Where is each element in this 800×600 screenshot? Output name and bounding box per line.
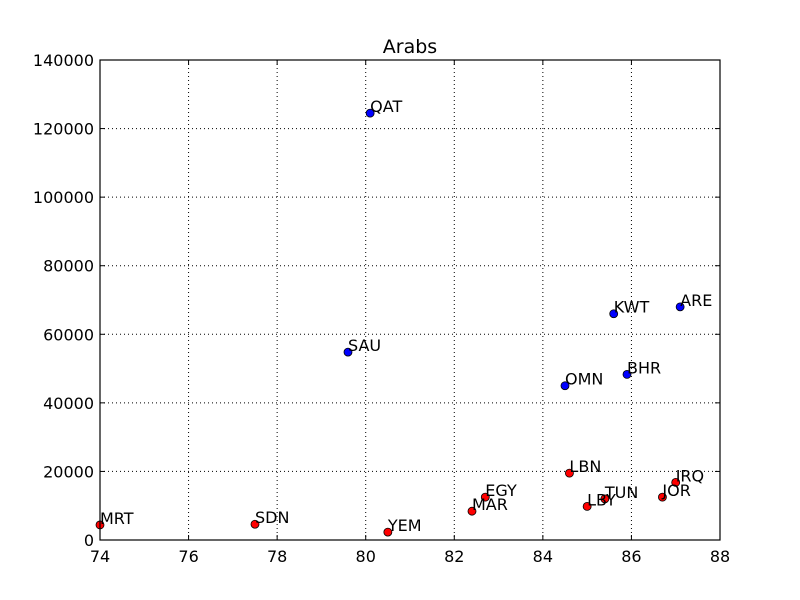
x-tick-label: 74 — [90, 547, 110, 566]
x-tick-label: 82 — [444, 547, 464, 566]
y-tick-label: 60000 — [43, 325, 94, 344]
data-point-yem — [383, 527, 393, 537]
data-point-mar — [467, 506, 477, 516]
point-label-lby: LBY — [587, 490, 616, 509]
data-point-irq — [671, 477, 681, 487]
point-label-tun: TUN — [604, 483, 638, 502]
point-label-bhr: BHR — [627, 358, 661, 377]
point-label-mar: MAR — [472, 495, 508, 514]
x-tick-label: 80 — [356, 547, 376, 566]
grid — [99, 59, 721, 541]
y-tick-label: 100000 — [33, 188, 94, 207]
data-point-tun — [600, 494, 610, 504]
y-tick-label: 20000 — [43, 462, 94, 481]
x-tick-label: 88 — [710, 547, 730, 566]
point-label-omn: OMN — [565, 370, 603, 389]
x-tick-label: 84 — [533, 547, 553, 566]
point-label-kwt: KWT — [614, 298, 650, 317]
data-point-omn — [560, 381, 570, 391]
data-point-sdn — [250, 519, 260, 529]
data-point-jor — [658, 492, 667, 502]
x-tick-label: 78 — [267, 547, 287, 566]
data-point-qat — [365, 108, 375, 118]
point-label-mrt: MRT — [100, 509, 134, 528]
point-label-irq: IRQ — [676, 466, 704, 485]
data-point-lby — [582, 501, 592, 511]
y-tick-label: 40000 — [43, 394, 94, 413]
y-tick-label: 0 — [84, 531, 94, 550]
point-label-egy: EGY — [485, 481, 517, 500]
point-label-jor: JOR — [661, 481, 690, 500]
point-label-sdn: SDN — [255, 508, 289, 527]
y-tick-label: 80000 — [43, 257, 94, 276]
data-point-sau — [343, 347, 353, 357]
data-point-kwt — [609, 309, 619, 319]
y-tick-label: 140000 — [33, 51, 94, 70]
data-point-are — [675, 302, 685, 312]
point-label-lbn: LBN — [569, 457, 601, 476]
data-point-lbn — [565, 468, 574, 478]
x-tick-label: 86 — [621, 547, 641, 566]
point-label-sau: SAU — [348, 336, 381, 355]
data-point-egy — [480, 492, 490, 502]
plot-frame — [99, 59, 721, 541]
point-label-are: ARE — [680, 291, 712, 310]
data-point-bhr — [622, 369, 632, 379]
y-tick-label: 120000 — [33, 120, 94, 139]
point-label-yem: YEM — [387, 516, 422, 535]
axis-ticks: 74 76 78 80 82 84 86 88 0 20000 40000 60000 80000 100… — [33, 51, 730, 566]
point-label-qat: QAT — [370, 97, 402, 116]
x-tick-label: 76 — [178, 547, 198, 566]
chart-title: Arabs — [383, 36, 437, 58]
